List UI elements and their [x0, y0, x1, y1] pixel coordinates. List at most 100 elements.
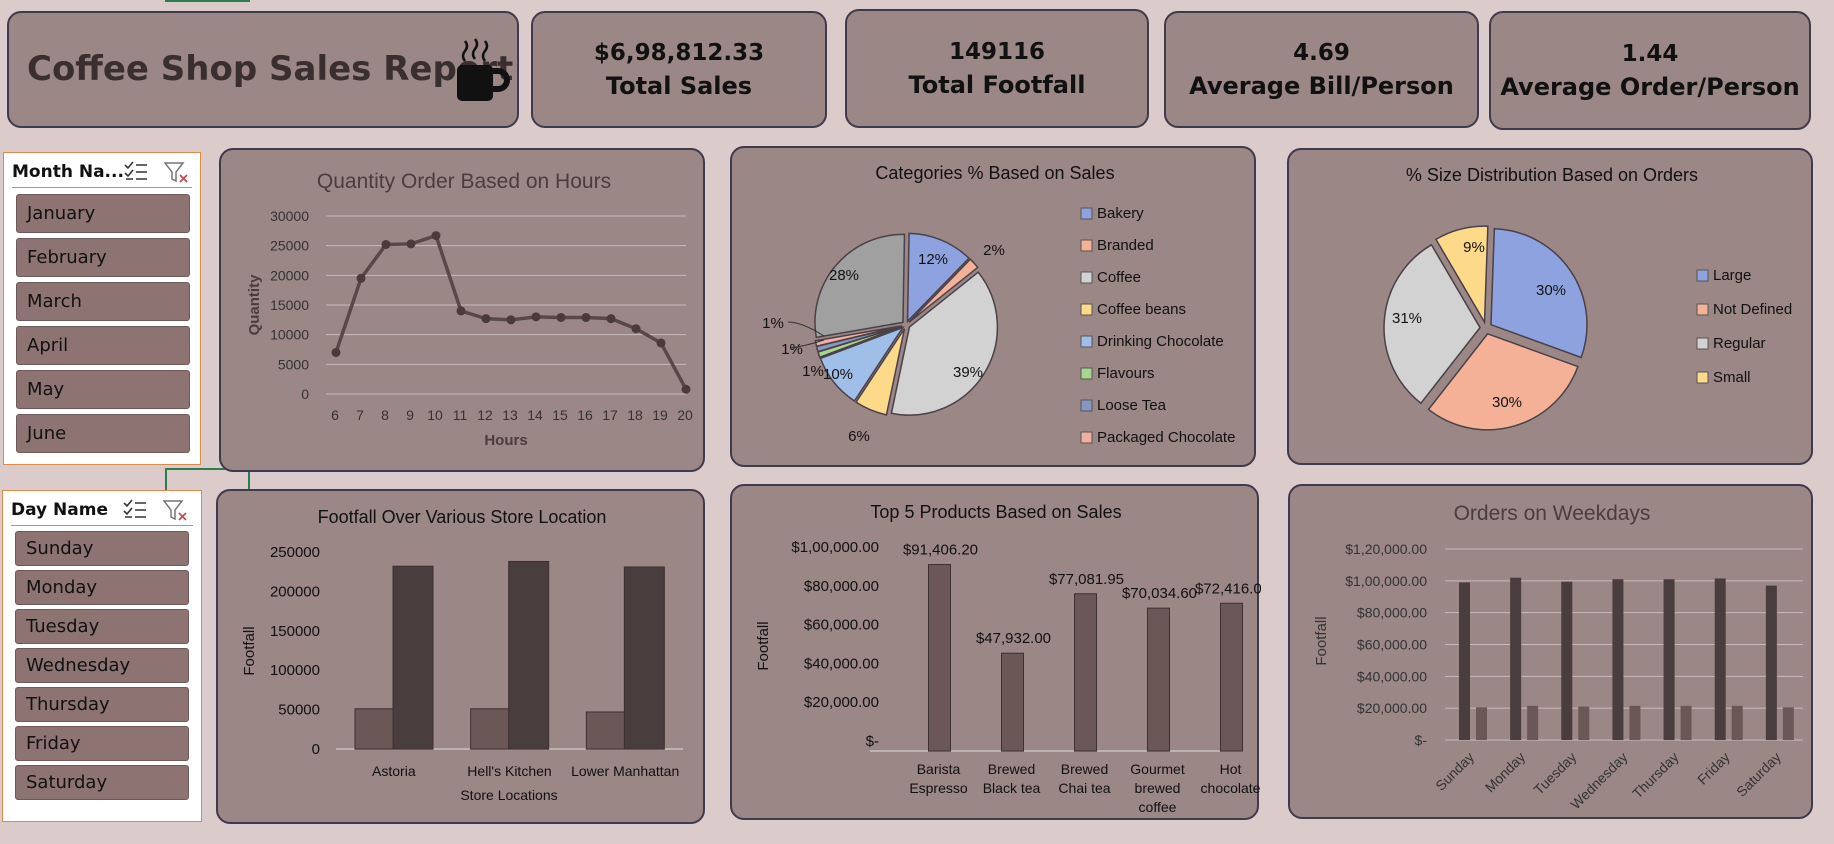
x-tick-label: 12 — [477, 407, 493, 423]
x-tick-label: chocolate — [1201, 780, 1261, 796]
day-slicer[interactable]: Day Name Sunday Monday Tuesday Wednesday Thu… — [2, 490, 202, 822]
data-label: 2% — [983, 242, 1005, 259]
x-tick-label: 14 — [527, 407, 543, 423]
legend-swatch — [1080, 367, 1093, 380]
x-tick-label: 6 — [331, 407, 339, 423]
y-tick-label: $40,000.00 — [1357, 668, 1427, 684]
y-axis-label: Quantity — [246, 274, 263, 335]
data-point — [556, 312, 566, 322]
data-point — [656, 338, 666, 348]
slicer-item-wednesday[interactable]: Wednesday — [15, 648, 189, 683]
data-label: $70,034.60 — [1122, 585, 1197, 602]
clear-filter-icon[interactable] — [163, 499, 189, 523]
data-label: 30% — [1536, 282, 1566, 299]
x-tick-label: 7 — [356, 407, 364, 423]
y-tick-label: $20,000.00 — [1357, 700, 1427, 716]
data-point — [681, 384, 691, 394]
multi-select-icon[interactable] — [124, 161, 148, 183]
kpi-label: Total Sales — [605, 71, 753, 100]
y-tick-label: $40,000.00 — [804, 655, 879, 672]
data-point — [581, 312, 591, 322]
bar — [1147, 607, 1170, 752]
y-tick-label: 0 — [301, 386, 309, 402]
data-label: 31% — [1392, 310, 1422, 327]
pie-slice — [906, 232, 970, 324]
data-label: $47,932.00 — [976, 630, 1051, 647]
kpi-label: Total Footfall — [908, 70, 1086, 99]
x-tick-label: 20 — [677, 407, 693, 423]
y-tick-label: $- — [866, 733, 879, 750]
slicer-item-thursday[interactable]: Thursday — [15, 687, 189, 722]
bar — [1578, 706, 1590, 740]
slicer-item-tuesday[interactable]: Tuesday — [15, 609, 189, 644]
slicer-item-february[interactable]: February — [16, 238, 190, 277]
slicer-connector — [165, 468, 167, 491]
leader-line — [789, 339, 825, 349]
bar — [1765, 585, 1777, 740]
x-tick-label: Brewed — [988, 761, 1035, 777]
pie-slice — [890, 271, 999, 416]
bar — [585, 711, 627, 750]
slicer-item-sunday[interactable]: Sunday — [15, 531, 189, 566]
slicer-title: Month Na... — [12, 162, 124, 182]
x-tick-label: 10 — [427, 407, 443, 423]
data-point — [631, 324, 641, 334]
pie-slice — [1434, 225, 1489, 325]
slicer-connector — [248, 468, 250, 492]
bar — [1476, 707, 1487, 740]
slicer-item-april[interactable]: April — [16, 326, 190, 365]
multi-select-icon[interactable] — [123, 499, 147, 521]
x-tick-label: Astoria — [372, 763, 416, 779]
bar — [1074, 593, 1097, 752]
y-tick-label: $- — [1415, 732, 1428, 748]
data-point — [356, 273, 366, 283]
slicer-item-friday[interactable]: Friday — [15, 726, 189, 761]
bar — [1663, 579, 1675, 740]
bar — [1510, 577, 1522, 740]
x-tick-label: 8 — [381, 407, 389, 423]
data-label: $77,081.95 — [1049, 571, 1124, 588]
data-point — [431, 231, 441, 241]
leader-line — [787, 321, 825, 337]
data-point — [531, 312, 541, 322]
slicer-connector — [165, 0, 250, 2]
pie-slice — [1490, 227, 1588, 359]
slicer-item-saturday[interactable]: Saturday — [15, 765, 189, 800]
clear-filter-icon[interactable] — [164, 161, 190, 185]
chart-title: % Size Distribution Based on Orders — [1406, 165, 1698, 185]
legend-label: Loose Tea — [1097, 397, 1167, 414]
legend-label: Flavours — [1097, 365, 1155, 382]
pie-slice — [814, 325, 903, 348]
legend-swatch — [1696, 337, 1709, 350]
y-tick-label: 20000 — [270, 267, 309, 283]
y-tick-label: 15000 — [270, 297, 309, 313]
slicer-item-may[interactable]: May — [16, 370, 190, 409]
slicer-item-june[interactable]: June — [16, 414, 190, 453]
pie-slice — [1383, 243, 1481, 405]
x-tick-label: Thursday — [1629, 749, 1682, 802]
x-tick-label: 9 — [406, 407, 414, 423]
slicer-item-january[interactable]: January — [16, 194, 190, 233]
x-tick-label: Espresso — [909, 780, 968, 796]
legend-label: Packaged Chocolate — [1097, 429, 1235, 446]
legend-swatch — [1696, 269, 1709, 282]
slicer-header: Month Na... — [12, 157, 192, 188]
data-label: 12% — [918, 251, 948, 268]
coffee-cup-icon — [457, 38, 510, 101]
x-tick-label: 19 — [652, 407, 668, 423]
kpi-value: 4.69 — [1293, 39, 1350, 66]
legend-label: Large — [1713, 267, 1751, 284]
month-slicer[interactable]: Month Na... January February March April May… — [3, 152, 201, 465]
data-point — [331, 347, 341, 357]
y-tick-label: 25000 — [270, 238, 309, 254]
bar — [1001, 652, 1024, 752]
x-tick-label: Chai tea — [1058, 780, 1110, 796]
bar — [1561, 581, 1573, 740]
x-tick-label: 17 — [602, 407, 618, 423]
slicer-item-march[interactable]: March — [16, 282, 190, 321]
y-tick-label: $60,000.00 — [804, 617, 879, 634]
slicer-item-monday[interactable]: Monday — [15, 570, 189, 605]
x-tick-label: Tuesday — [1530, 749, 1579, 798]
report-title: Coffee Shop Sales Report — [27, 49, 514, 89]
bar — [623, 566, 665, 750]
